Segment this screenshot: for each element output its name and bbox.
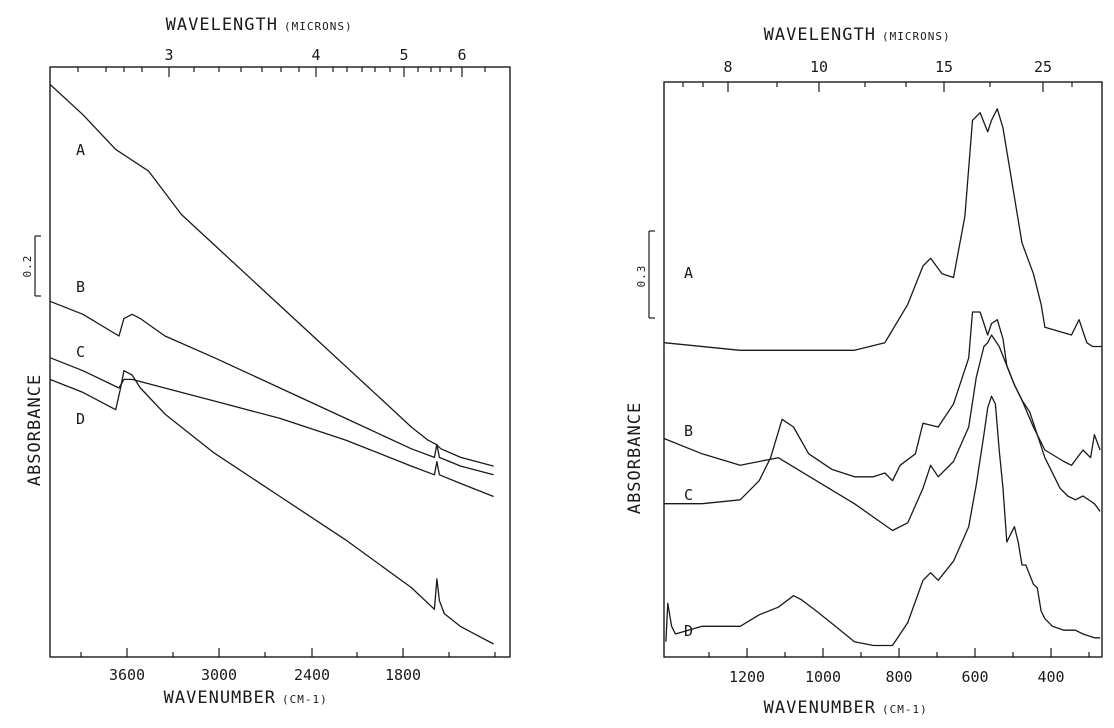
left-top-tick-label: 5 (399, 46, 408, 64)
right-curve-label-d: D (684, 622, 693, 640)
right-curve-c (663, 334, 1101, 532)
left-top-ticks: 3 4 5 6 (77, 46, 486, 77)
left-curve-c (49, 357, 494, 498)
right-curve-label-a: A (684, 264, 693, 282)
right-curve-b (664, 311, 1101, 505)
left-x-tick-label: 3000 (201, 666, 237, 684)
left-y-axis-title: ABSORBANCE (25, 374, 45, 486)
right-x-tick-label: 1200 (729, 668, 765, 686)
right-top-axis-unit: (MICRONS) (882, 30, 951, 43)
left-bottom-axis-title: WAVENUMBER (164, 688, 276, 708)
right-top-tick-label: 8 (723, 58, 732, 76)
right-curve-d (665, 395, 1101, 647)
left-bottom-axis-unit: (CM-1) (282, 693, 328, 706)
right-curve-a (663, 108, 1102, 351)
left-curve-d (49, 370, 494, 645)
right-top-tick-label: 15 (935, 58, 953, 76)
left-curve-label-d: D (76, 410, 85, 428)
right-plot-frame (663, 81, 1103, 658)
right-top-axis-title: WAVELENGTH (764, 25, 876, 45)
left-curve-label-c: C (76, 343, 85, 361)
right-x-tick-label: 800 (885, 668, 912, 686)
left-curve-label-b: B (76, 278, 85, 296)
left-curves (49, 83, 494, 645)
right-x-tick-label: 1000 (805, 668, 841, 686)
left-curve-b (49, 300, 494, 476)
right-bottom-ticks: 1200 1000 800 600 400 (708, 648, 1090, 686)
left-x-tick-label: 1800 (385, 666, 421, 684)
left-bottom-ticks: 3600 3000 2400 1800 (80, 648, 496, 684)
left-top-axis-title: WAVELENGTH (166, 15, 278, 35)
left-scale-bar-label: 0.2 (21, 255, 34, 278)
left-x-tick-label: 2400 (294, 666, 330, 684)
left-top-tick-label: 4 (311, 46, 320, 64)
right-scale-bar-label: 0.3 (635, 265, 648, 288)
left-top-tick-label: 3 (164, 46, 173, 64)
left-top-axis-unit: (MICRONS) (284, 20, 353, 33)
right-x-tick-label: 400 (1037, 668, 1064, 686)
right-bottom-axis-unit: (CM-1) (882, 703, 928, 716)
left-top-tick-label: 6 (457, 46, 466, 64)
right-top-tick-label: 25 (1034, 58, 1052, 76)
right-curves (663, 108, 1102, 647)
panel-right: WAVELENGTH (MICRONS) WAVENUMBER (CM-1) A… (625, 25, 1103, 718)
right-top-tick-label: 10 (810, 58, 828, 76)
right-curve-label-c: C (684, 486, 693, 504)
right-y-axis-title: ABSORBANCE (625, 402, 645, 514)
right-x-tick-label: 600 (961, 668, 988, 686)
left-x-tick-label: 3600 (109, 666, 145, 684)
right-curve-label-b: B (684, 422, 693, 440)
left-plot-frame (49, 66, 511, 658)
right-top-ticks: 8 10 15 25 (682, 58, 1073, 92)
right-bottom-axis-title: WAVENUMBER (764, 698, 876, 718)
left-curve-label-a: A (76, 141, 85, 159)
panel-left: WAVELENGTH (MICRONS) WAVENUMBER (CM-1) A… (21, 15, 511, 708)
